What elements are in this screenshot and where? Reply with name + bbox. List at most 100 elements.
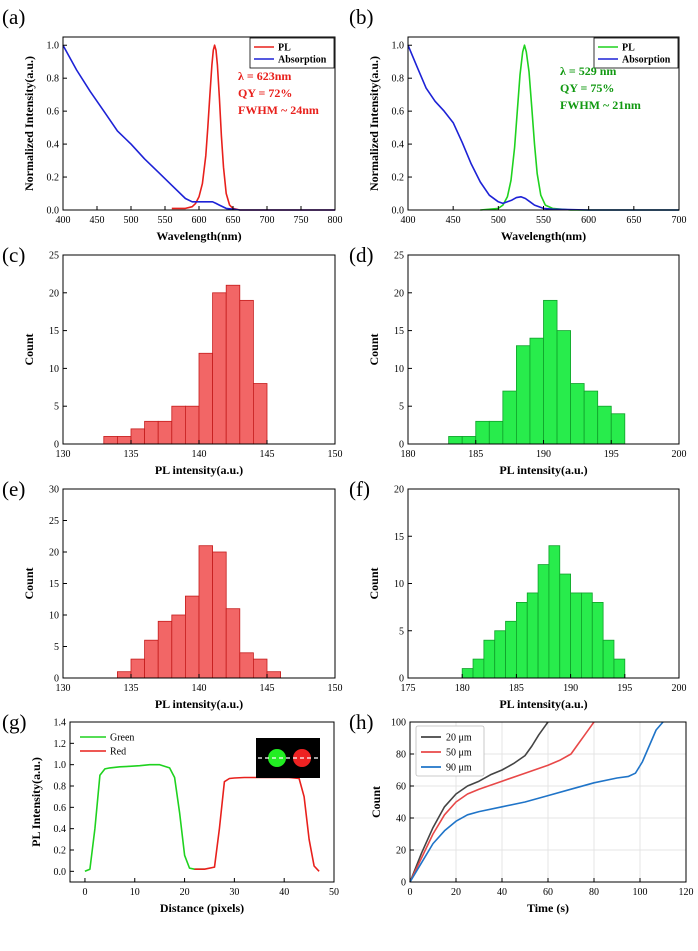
histogram-bar (239, 652, 254, 679)
y-tick-label: 25 (49, 516, 59, 527)
histogram-bar (252, 658, 268, 679)
histogram-bar (505, 620, 517, 679)
x-tick-label: 700 (672, 215, 687, 226)
series-line (409, 721, 549, 883)
y-tick-label: 25 (49, 251, 59, 262)
histogram-bar (556, 330, 571, 445)
y-tick-label: 1.0 (392, 41, 405, 52)
x-tick-label: 650 (226, 215, 241, 226)
histogram-bar (529, 337, 544, 445)
y-tick-label: 0.2 (54, 846, 67, 857)
x-tick-label: 400 (56, 215, 71, 226)
panel-c: (c) 130 135 140 145 150 0 5 10 15 20 25 PL intensity… (2, 243, 343, 477)
y-axis-label: Count (22, 567, 36, 599)
histogram-bar (537, 564, 550, 679)
legend-entry: 20 μm (446, 733, 472, 744)
legend-box (249, 37, 335, 69)
x-tick-label: 450 (446, 215, 461, 226)
y-axis-label: Count (369, 786, 383, 818)
annotation-text: QY = 75% (560, 81, 614, 95)
histogram-bar (610, 413, 626, 445)
x-tick-label: 500 (124, 215, 139, 226)
panel-label: (c) (2, 243, 25, 267)
y-tick-label: 15 (394, 326, 404, 337)
x-tick-label: 500 (491, 215, 506, 226)
histogram-bar (494, 630, 506, 679)
y-tick-label: 20 (394, 485, 404, 496)
histogram-bar (184, 595, 200, 679)
panel-g: (g) 0 10 20 30 40 50 0.0 0.2 0.4 0.6 0.8 1.0 1.2 1.4 Di… (2, 710, 339, 915)
x-tick-label: 450 (90, 215, 105, 226)
histogram-bar (239, 299, 254, 445)
x-tick-label: 0 (408, 887, 413, 898)
y-tick-label: 1.0 (54, 760, 67, 771)
x-tick-label: 400 (401, 215, 416, 226)
y-tick-label: 5 (399, 402, 404, 413)
y-tick-label: 1.4 (54, 718, 67, 729)
y-tick-label: 0.8 (392, 74, 405, 85)
histogram-bar (581, 592, 593, 679)
x-tick-label: 185 (468, 449, 483, 460)
histogram-bar (266, 671, 282, 679)
histogram-bar (157, 420, 173, 445)
y-tick-label: 0 (54, 440, 59, 451)
y-tick-label: 1.2 (54, 739, 67, 750)
panel-b: (b) 400 450 500 550 600 650 700 0.0 0.2 0.4 0.6 0.8 1… (349, 5, 687, 243)
x-tick-label: 185 (509, 683, 524, 694)
x-tick-label: 550 (158, 215, 173, 226)
series-line (194, 776, 320, 872)
y-tick-label: 0 (54, 674, 59, 685)
series-line (407, 44, 679, 211)
panel-label: (e) (2, 477, 25, 501)
series-line (409, 721, 595, 883)
x-tick-label: 180 (401, 449, 416, 460)
x-tick-label: 190 (563, 683, 578, 694)
y-axis-label: Count (367, 333, 381, 365)
y-tick-label: 0.0 (47, 206, 60, 217)
x-tick-label: 200 (672, 449, 687, 460)
annotation-text: FWHM ~ 21nm (560, 98, 641, 112)
x-tick-label: 0 (82, 887, 87, 898)
x-tick-label: 10 (130, 887, 140, 898)
x-tick-label: 135 (124, 683, 139, 694)
y-tick-label: 5 (54, 642, 59, 653)
x-tick-label: 200 (672, 683, 687, 694)
histogram-bar (144, 420, 159, 445)
legend-box (593, 37, 679, 69)
histogram-bar (130, 658, 145, 679)
series-line (480, 44, 679, 211)
legend-box (415, 725, 485, 777)
x-tick-label: 195 (617, 683, 632, 694)
histogram-bar (559, 573, 572, 679)
x-tick-label: 20 (180, 887, 190, 898)
y-tick-label: 10 (394, 364, 404, 375)
panel-label: (g) (2, 710, 27, 734)
y-tick-label: 0.8 (54, 782, 67, 793)
histogram-bar (543, 299, 558, 445)
histogram-bar (198, 352, 214, 445)
y-axis-label: Count (22, 333, 36, 365)
y-tick-label: 5 (399, 626, 404, 637)
y-tick-label: 0 (399, 674, 404, 685)
x-tick-label: 150 (328, 683, 343, 694)
annotation-text: FWHM ~ 24nm (238, 103, 319, 117)
y-axis-label: Count (367, 567, 381, 599)
histogram-bar (502, 390, 517, 445)
histogram-bar (516, 345, 531, 445)
x-tick-label: 140 (192, 449, 207, 460)
x-axis-label: Distance (pixels) (160, 901, 244, 915)
histogram-bar (212, 292, 227, 445)
x-tick-label: 80 (589, 887, 599, 898)
histogram-bar (570, 592, 582, 679)
x-tick-label: 30 (229, 887, 239, 898)
x-axis-label: PL intensity(a.u.) (499, 697, 587, 711)
histogram-bar (130, 428, 145, 445)
histogram-bar (198, 545, 214, 679)
y-tick-label: 0.6 (392, 107, 405, 118)
y-tick-label: 0 (399, 440, 404, 451)
y-tick-label: 15 (49, 579, 59, 590)
x-tick-label: 600 (192, 215, 207, 226)
histogram-bar (225, 608, 241, 679)
panel-label: (d) (349, 243, 374, 267)
annotation-text: λ = 623nm (238, 69, 291, 83)
